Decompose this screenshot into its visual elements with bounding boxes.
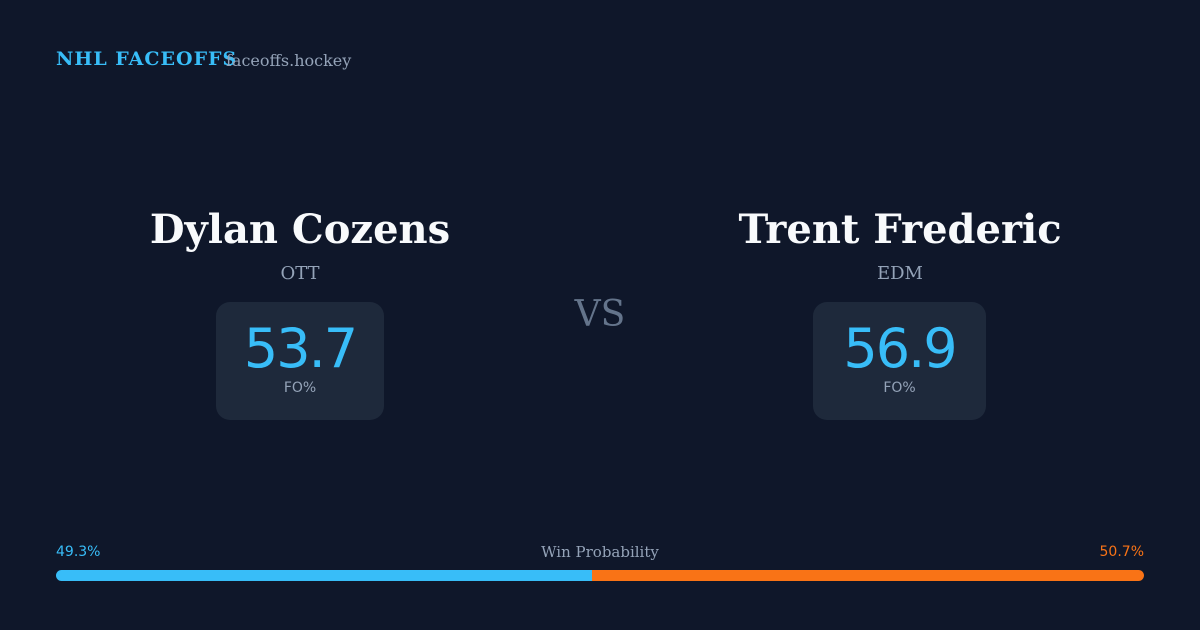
stat-value: 53.7 — [243, 317, 358, 380]
stat-card: 53.7 FO% — [216, 302, 384, 420]
stat-label: FO% — [283, 380, 317, 396]
stat-value: 56.9 — [843, 317, 957, 380]
site-url[interactable]: faceoffs.hockey — [226, 51, 352, 70]
brand[interactable]: NHL FACEOFFS — [56, 48, 238, 70]
win-probability-label: Win Probability — [541, 543, 659, 561]
left-probability: 49.3% — [56, 544, 101, 560]
player-name: Trent Frederic — [738, 206, 1062, 253]
vs-label: VS — [574, 294, 626, 335]
right-probability: 50.7% — [1099, 544, 1144, 560]
probability-bar — [56, 570, 1144, 581]
stat-label: FO% — [883, 380, 916, 396]
player-team: OTT — [280, 263, 320, 284]
right-segment — [592, 570, 1144, 581]
player-name: Dylan Cozens — [149, 206, 451, 253]
left-segment — [56, 570, 593, 581]
player-team: EDM — [876, 263, 923, 284]
stat-card: 56.9 FO% — [813, 302, 986, 420]
